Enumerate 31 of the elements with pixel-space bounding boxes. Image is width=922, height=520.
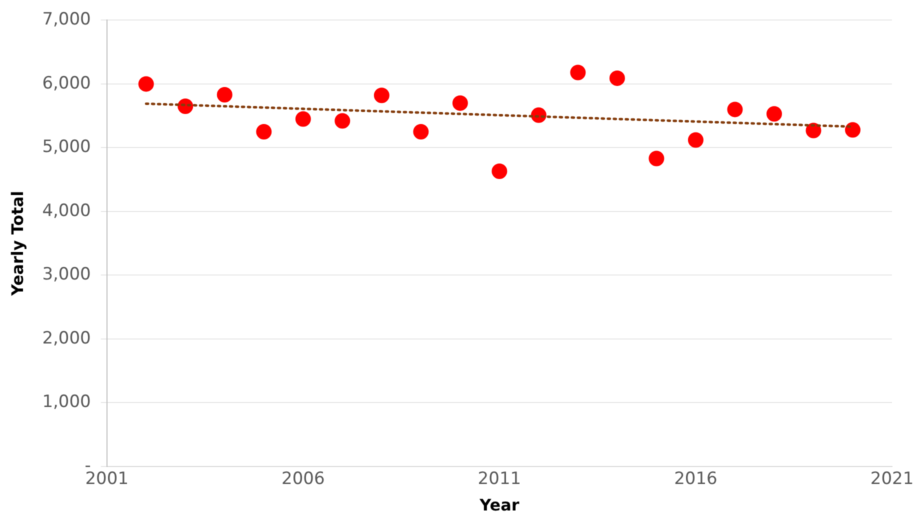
point (727, 102, 743, 118)
x-tick-label: 2011 (478, 469, 522, 490)
point (609, 70, 625, 86)
x-tick-label: 2016 (674, 469, 718, 490)
x-tick-label: 2006 (282, 469, 325, 490)
x-axis-title: Year (478, 496, 520, 515)
point (570, 64, 586, 80)
x-tick-label: 2001 (85, 469, 128, 490)
x-tick-label: 2021 (870, 469, 914, 490)
y-tick-label: 2,000 (42, 328, 91, 348)
point (138, 76, 154, 92)
point (766, 106, 782, 122)
y-axis-title: Yearly Total (8, 190, 27, 297)
point (374, 88, 390, 104)
point (216, 87, 232, 103)
y-tick-label: 6,000 (42, 73, 91, 94)
point (413, 124, 429, 140)
point (688, 132, 704, 148)
point (648, 150, 664, 166)
y-tick-label: 3,000 (42, 264, 91, 285)
y-tick-label: 7,000 (42, 10, 91, 30)
point (806, 122, 822, 138)
y-tick-label: 1,000 (42, 392, 91, 412)
point (295, 111, 311, 127)
y-tick-label: 4,000 (42, 200, 91, 221)
point (452, 95, 468, 111)
y-tick-label: 5,000 (42, 137, 91, 158)
point (334, 113, 350, 129)
point (492, 164, 508, 180)
point (256, 124, 272, 140)
point (844, 122, 860, 138)
